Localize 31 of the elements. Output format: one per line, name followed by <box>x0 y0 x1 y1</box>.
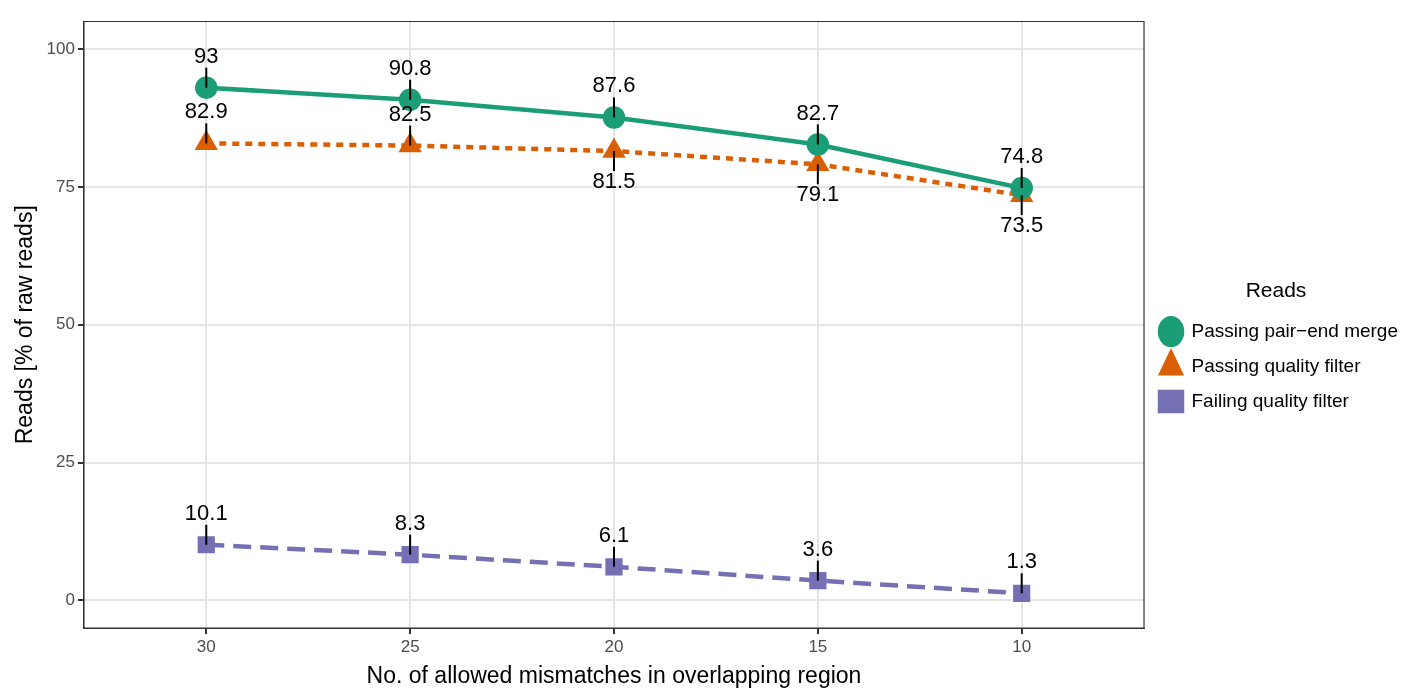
x-tick-label: 15 <box>808 636 828 656</box>
data-label: 74.8 <box>1000 143 1044 169</box>
legend-label: Passing quality filter <box>1191 354 1362 376</box>
x-tick-label: 10 <box>1012 636 1032 656</box>
data-label: 87.6 <box>592 72 636 98</box>
legend-label: Passing pair−end merge <box>1191 319 1399 341</box>
x-tick-label: 20 <box>604 636 624 656</box>
legend-title: Reads <box>1245 278 1307 302</box>
y-tick-label: 50 <box>56 314 75 334</box>
data-label: 82.7 <box>796 99 840 125</box>
data-label: 10.1 <box>184 499 228 525</box>
x-tick-label: 25 <box>400 636 420 656</box>
data-label: 82.9 <box>184 98 228 124</box>
data-label: 8.3 <box>394 509 426 535</box>
x-axis-title: No. of allowed mismatches in overlapping region <box>366 661 862 688</box>
y-tick-label: 100 <box>46 38 75 58</box>
data-label: 82.5 <box>388 100 432 126</box>
data-label: 73.5 <box>1000 212 1044 238</box>
y-tick-label: 75 <box>56 176 75 196</box>
y-tick-label: 0 <box>65 590 75 610</box>
data-label: 6.1 <box>598 521 630 547</box>
legend-label: Failing quality filter <box>1191 389 1350 411</box>
data-label: 81.5 <box>592 168 636 194</box>
y-tick-label: 25 <box>56 452 75 472</box>
data-label: 90.8 <box>388 54 432 80</box>
x-tick-label: 30 <box>196 636 216 656</box>
y-axis-title: Reads [% of raw reads] <box>11 205 38 445</box>
data-label: 1.3 <box>1006 548 1037 574</box>
data-label: 93 <box>194 42 219 68</box>
data-label: 3.6 <box>802 535 834 561</box>
data-label: 79.1 <box>796 181 840 207</box>
